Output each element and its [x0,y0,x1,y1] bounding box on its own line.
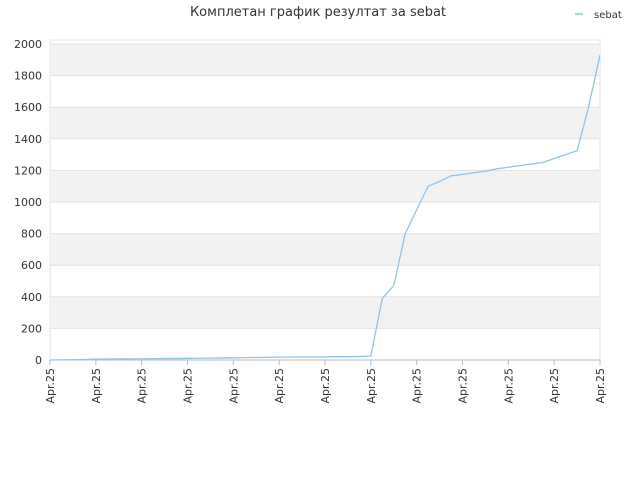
x-tick-label: Apr.25 [273,368,286,404]
x-tick-label: Apr.25 [457,368,470,404]
grid-band [50,170,600,202]
x-tick-label: Apr.25 [182,368,195,404]
x-tick-label: Apr.25 [319,368,332,404]
y-tick-label: 400 [21,291,42,304]
x-tick-label: Apr.25 [44,368,57,404]
grid-band [50,44,600,76]
x-tick-label: Apr.25 [90,368,103,404]
x-tick-label: Apr.25 [411,368,424,404]
legend-label: sebat [594,10,622,21]
data-line [49,54,601,361]
x-tick-label: Apr.25 [548,368,561,404]
y-tick-label: 200 [21,322,42,335]
y-tick-label: 0 [35,354,42,367]
y-tick-label: 800 [21,228,42,241]
y-tick-label: 2000 [14,38,42,51]
y-tick-label: 1600 [14,101,42,114]
x-tick-label: Apr.25 [365,368,378,404]
y-tick-label: 1000 [14,196,42,209]
y-tick-label: 1200 [14,164,42,177]
grid-band [50,296,600,329]
y-tick-label: 1400 [14,133,42,146]
x-tick-label: Apr.25 [136,368,149,404]
y-tick-label: 1800 [14,70,42,83]
grid-band [50,107,600,139]
x-tick-label: Apr.25 [227,368,240,404]
x-tick-label: Apr.25 [502,368,515,404]
grid-band [50,233,600,266]
y-tick-label: 600 [21,259,42,272]
x-tick-label: Apr.25 [594,368,607,404]
chart-title: Комплетан график резултат за sebat [190,5,446,20]
